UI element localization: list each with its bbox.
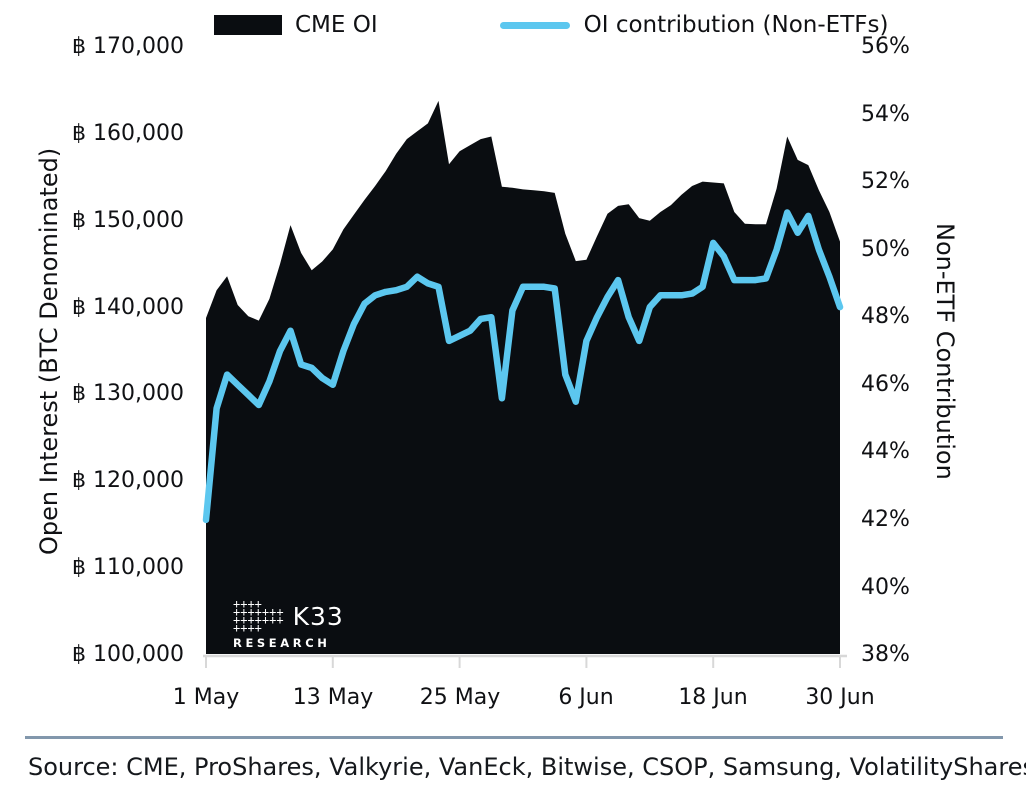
y-right-tick: 50%: [861, 237, 910, 262]
y-left-tick: ฿ 150,000: [72, 208, 184, 233]
x-tick: 1 May: [172, 685, 240, 710]
y-axis-right-title: Non-ETF Contribution: [931, 222, 959, 480]
y-left-tick: ฿ 110,000: [72, 555, 184, 580]
y-left-tick: ฿ 140,000: [72, 295, 184, 320]
y-right-tick: 54%: [861, 102, 910, 127]
y-right-tick: 40%: [861, 575, 910, 600]
x-tick: 13 May: [292, 685, 374, 710]
x-tick: 30 Jun: [805, 685, 875, 710]
k33-logo-subtext: RESEARCH: [233, 636, 331, 650]
plot-area: [202, 100, 847, 668]
y-left-tick: ฿ 130,000: [72, 381, 184, 406]
x-tick: 18 Jun: [678, 685, 748, 710]
y-right-tick: 48%: [861, 304, 910, 329]
y-axis-left-title: Open Interest (BTC Denominated): [35, 147, 63, 555]
k33-logo-mark-icon: ++++ +++++++ +++++++ ++++: [233, 597, 284, 635]
k33-logo: ++++ +++++++ +++++++ ++++ K33 RESEARCH: [233, 597, 344, 650]
y-left-tick: ฿ 120,000: [72, 468, 184, 493]
k33-logo-text: K33: [292, 601, 344, 631]
x-tick: 25 May: [419, 685, 501, 710]
y-right-tick: 42%: [861, 507, 910, 532]
y-left-tick: ฿ 170,000: [72, 34, 184, 59]
oi-contribution-line-series: [202, 209, 844, 524]
y-right-tick: 56%: [861, 34, 910, 59]
legend-label-oi-contribution: OI contribution (Non-ETFs): [583, 12, 889, 38]
y-right-tick: 52%: [861, 169, 910, 194]
y-right-tick: 44%: [861, 439, 910, 464]
footer-divider: [25, 736, 1003, 739]
source-text: Source: CME, ProShares, Valkyrie, VanEck…: [28, 753, 1026, 781]
legend: CME OI OI contribution (Non-ETFs): [214, 11, 888, 39]
x-axis-tick-marks: [205, 656, 841, 668]
cme-oi-area-series: [206, 100, 840, 654]
y-axis-left-labels: ฿ 170,000 ฿ 160,000 ฿ 150,000 ฿ 140,000 …: [0, 0, 184, 735]
legend-line-swatch-icon: [499, 21, 570, 29]
x-tick: 6 Jun: [558, 685, 614, 710]
y-left-tick: ฿ 160,000: [72, 121, 184, 146]
legend-area-swatch-icon: [214, 15, 282, 35]
y-axis-right-labels: 56% 54% 52% 50% 48% 46% 44% 42% 40% 38%: [861, 0, 951, 735]
y-right-tick: 46%: [861, 372, 910, 397]
y-right-tick: 38%: [861, 642, 910, 667]
x-axis-labels: 1 May 13 May 25 May 6 Jun 18 Jun 30 Jun: [0, 684, 1026, 714]
y-left-tick: ฿ 100,000: [72, 642, 184, 667]
legend-label-cme-oi: CME OI: [295, 12, 378, 38]
